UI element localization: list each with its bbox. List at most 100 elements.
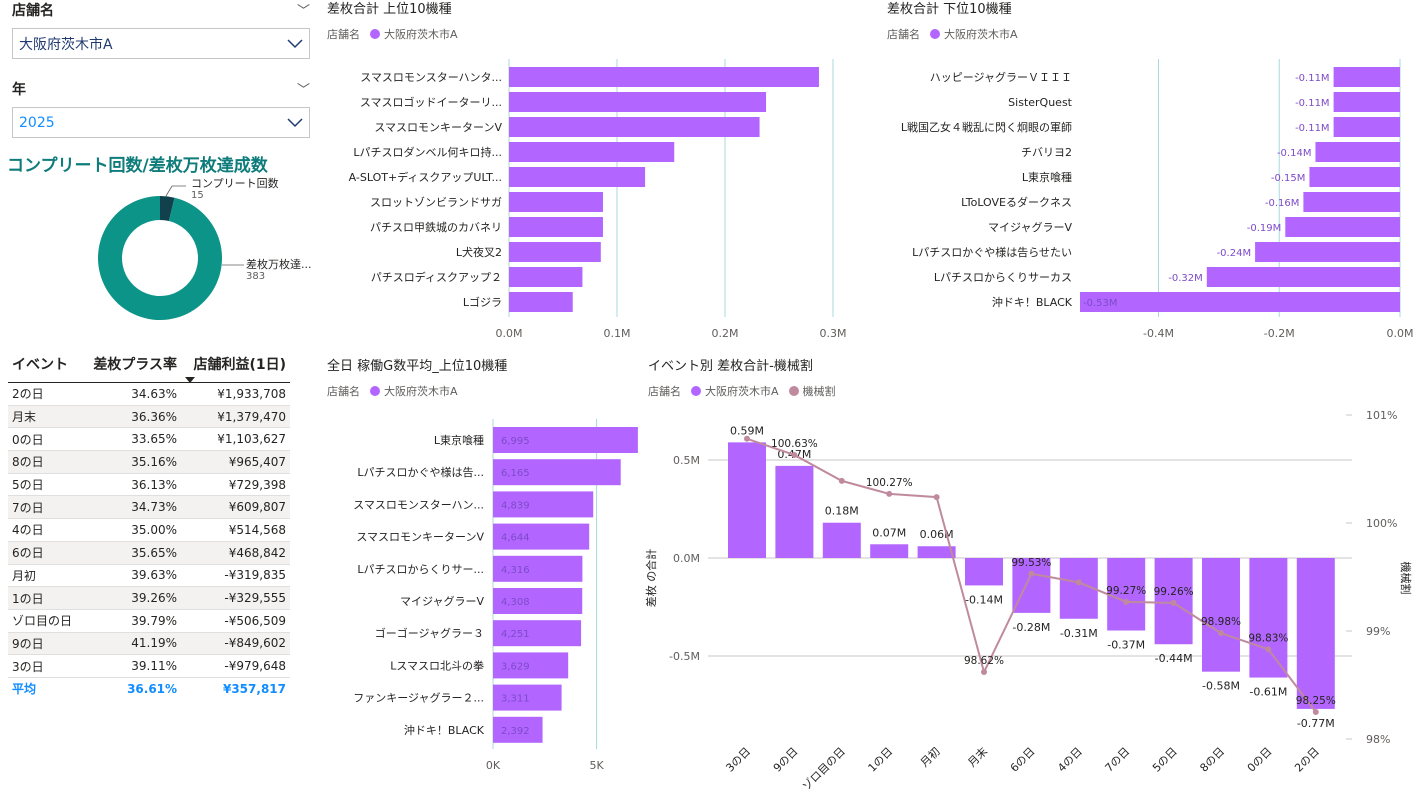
y-tick-label: 0.5M	[673, 454, 700, 467]
data-label: -0.24M	[1217, 248, 1252, 259]
chevron-down-icon	[287, 38, 303, 48]
legend-dot-icon	[930, 29, 940, 39]
data-label: -0.16M	[1265, 198, 1300, 209]
category-label: 1の日	[866, 745, 896, 775]
legend-item[interactable]: 大阪府茨木市A	[384, 385, 458, 398]
plus-rate-cell: 39.11%	[81, 654, 182, 678]
data-label: 4,839	[501, 500, 530, 511]
data-label: -0.15M	[1271, 173, 1306, 184]
line-point	[1028, 570, 1035, 577]
legend-item[interactable]: 大阪府茨木市A	[944, 28, 1018, 41]
store-slicer: 店舗名 ﹀ 大阪府茨木市A	[12, 0, 310, 59]
top10-chart[interactable]: 0.0M 0.1M 0.2M 0.3M スマスロモンスターハンタ... スマスロゴッドイー…	[320, 50, 860, 345]
plus-rate-cell: 36.13%	[81, 473, 182, 497]
category-label: SisterQuest	[1008, 96, 1073, 109]
line-label: 100.27%	[866, 477, 913, 489]
year-slicer: 年 ﹀ 2025	[12, 79, 310, 138]
bar	[493, 588, 583, 614]
bar-label: -0.14M	[965, 593, 1003, 606]
avg-games-title: 全日 稼働G数平均_上位10機種	[327, 359, 508, 374]
bar	[1080, 292, 1400, 312]
category-label: 沖ドキ！BLACK	[992, 296, 1073, 309]
bar-label: 0.07M	[872, 526, 906, 539]
bar-label: 0.59M	[730, 424, 764, 437]
chevron-down-icon[interactable]: ﹀	[296, 83, 310, 98]
bar	[1249, 558, 1288, 678]
bar	[1333, 117, 1400, 137]
col-plus-rate[interactable]: 差枚プラス率	[81, 346, 182, 383]
legend-dot-icon	[788, 386, 799, 396]
line-point	[1218, 630, 1224, 637]
plus-rate-cell: 39.63%	[81, 564, 182, 588]
bottom10-chart[interactable]: -0.4M -0.2M 0.0M ハッピージャグラーＶＩＩＩ -0.11M SisterQ…	[880, 50, 1420, 345]
profit-cell: ¥1,933,708	[181, 382, 290, 406]
legend-item[interactable]: 大阪府茨木市A	[705, 385, 779, 398]
line-label: 99.53%	[1011, 557, 1051, 569]
data-label: 4,251	[501, 629, 530, 640]
tick-label: -0.2M	[1264, 327, 1295, 340]
event-cell: 月初	[8, 564, 82, 588]
data-label: 3,311	[501, 694, 530, 705]
event-combo-chart[interactable]: 0.5M 0.0M -0.5M 101% 100% 99% 98% 差枚 の合計 機械割 0.59…	[640, 400, 1420, 793]
category-label: スロットゾンビランドサガ	[370, 196, 502, 209]
tick-label: 0K	[486, 759, 501, 772]
table-row[interactable]: 9の日 41.19% -¥849,602	[8, 632, 290, 656]
top10-title: 差枚合計 上位10機種	[327, 2, 452, 17]
col-profit[interactable]: 店舗利益(1日)	[181, 346, 290, 383]
table-row[interactable]: 6の日 35.65% ¥468,842	[8, 541, 290, 565]
store-slicer-label: 店舗名	[12, 3, 54, 19]
table-row[interactable]: 月初 39.63% -¥319,835	[8, 564, 290, 588]
profit-cell: ¥1,103,627	[181, 427, 290, 452]
table-row[interactable]: 1の日 39.26% -¥329,555	[8, 586, 290, 610]
event-cell: 7の日	[8, 495, 82, 520]
category-label: 0の日	[1245, 745, 1275, 775]
chevron-down-icon[interactable]: ﹀	[296, 4, 310, 19]
profit-cell: ¥514,568	[181, 518, 290, 542]
event-cell: 3の日	[8, 654, 82, 678]
year-dropdown[interactable]: 2025	[12, 107, 310, 138]
legend-item[interactable]: 機械割	[802, 385, 836, 398]
data-label: -0.53M	[1083, 298, 1118, 309]
table-row[interactable]: ゾロ目の日 39.79% -¥506,509	[8, 609, 290, 633]
bottom10-title: 差枚合計 下位10機種	[887, 2, 1012, 17]
data-label: 2,392	[501, 726, 530, 737]
table-row[interactable]: 7の日 34.73% ¥609,807	[8, 495, 290, 520]
legend-item[interactable]: 大阪府茨木市A	[384, 28, 458, 41]
store-dropdown[interactable]: 大阪府茨木市A	[12, 28, 310, 59]
table-row[interactable]: 5の日 36.13% ¥729,398	[8, 473, 290, 497]
tick-label: 0.1M	[604, 327, 631, 340]
event-cell: 1の日	[8, 586, 82, 610]
category-label: ゾロ目の日	[800, 745, 848, 793]
bar-label: -0.28M	[1012, 621, 1050, 634]
table-row[interactable]: 0の日 33.65% ¥1,103,627	[8, 427, 290, 452]
table-row[interactable]: 3の日 39.11% -¥979,648	[8, 654, 290, 678]
category-label: Lパチスロかぐや様は告...	[357, 465, 484, 479]
profit-cell: -¥506,509	[181, 609, 290, 633]
event-cell: 5の日	[8, 473, 82, 497]
col-profit-label: 店舗利益(1日)	[193, 357, 286, 373]
tick-label: -0.4M	[1143, 327, 1174, 340]
table-row[interactable]: 2の日 34.63% ¥1,933,708	[8, 382, 290, 406]
data-label: -0.11M	[1295, 73, 1330, 84]
col-event[interactable]: イベント	[8, 346, 82, 383]
avg-games-chart[interactable]: 0K 5K L東京喰種 6,995 Lパチスロかぐや様は告... 6,165 スマスロモンス…	[320, 408, 640, 788]
table-row[interactable]: 4の日 35.00% ¥514,568	[8, 518, 290, 542]
bar	[822, 522, 861, 558]
table-row[interactable]: 月末 36.36% ¥1,379,470	[8, 405, 290, 429]
y2-tick-label: 98%	[1366, 733, 1390, 746]
bar-label: -0.31M	[1060, 627, 1098, 640]
category-label: チバリヨ2	[1021, 146, 1072, 159]
table-row[interactable]: 8の日 35.16% ¥965,407	[8, 450, 290, 474]
y-tick-label: -0.5M	[669, 650, 700, 663]
bar	[493, 684, 562, 711]
profit-cell: -¥329,555	[181, 586, 290, 610]
line-label: 98.98%	[1201, 616, 1241, 628]
data-label: -0.11M	[1295, 98, 1330, 109]
y2-tick-label: 100%	[1366, 517, 1397, 530]
line-label: 98.83%	[1248, 632, 1288, 644]
bar-label: -0.58M	[1202, 680, 1240, 693]
bar	[1303, 192, 1400, 212]
legend-dot-icon	[370, 29, 380, 39]
line-point	[1265, 646, 1272, 653]
